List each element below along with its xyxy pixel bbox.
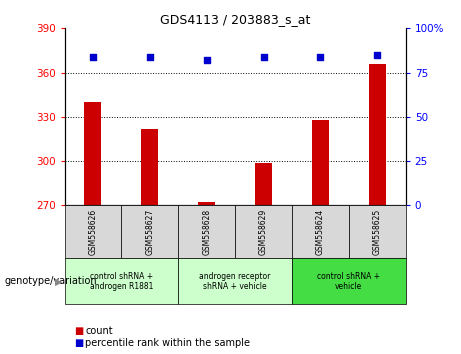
Text: ▶: ▶ [55, 276, 63, 286]
Text: genotype/variation: genotype/variation [5, 276, 97, 286]
Text: percentile rank within the sample: percentile rank within the sample [85, 338, 250, 348]
Bar [369, 64, 386, 205]
Text: control shRNA +
vehicle: control shRNA + vehicle [317, 272, 380, 291]
Point [203, 57, 210, 63]
Point [373, 52, 381, 58]
Point [89, 54, 97, 59]
Bar [255, 162, 272, 205]
Text: GSM558624: GSM558624 [316, 209, 325, 255]
Bar [84, 102, 101, 205]
Text: GSM558627: GSM558627 [145, 209, 154, 255]
Text: ■: ■ [74, 338, 83, 348]
Bar [312, 120, 329, 205]
Text: androgen receptor
shRNA + vehicle: androgen receptor shRNA + vehicle [200, 272, 271, 291]
Text: GSM558626: GSM558626 [89, 209, 97, 255]
Point [146, 54, 154, 59]
Bar [198, 202, 215, 205]
Text: GSM558628: GSM558628 [202, 209, 211, 255]
Point [260, 54, 267, 59]
Title: GDS4113 / 203883_s_at: GDS4113 / 203883_s_at [160, 13, 310, 26]
Text: GSM558625: GSM558625 [373, 209, 382, 255]
Bar [142, 129, 159, 205]
Text: GSM558629: GSM558629 [259, 209, 268, 255]
Text: control shRNA +
androgen R1881: control shRNA + androgen R1881 [90, 272, 153, 291]
Text: ■: ■ [74, 326, 83, 336]
Text: count: count [85, 326, 113, 336]
Point [317, 54, 324, 59]
